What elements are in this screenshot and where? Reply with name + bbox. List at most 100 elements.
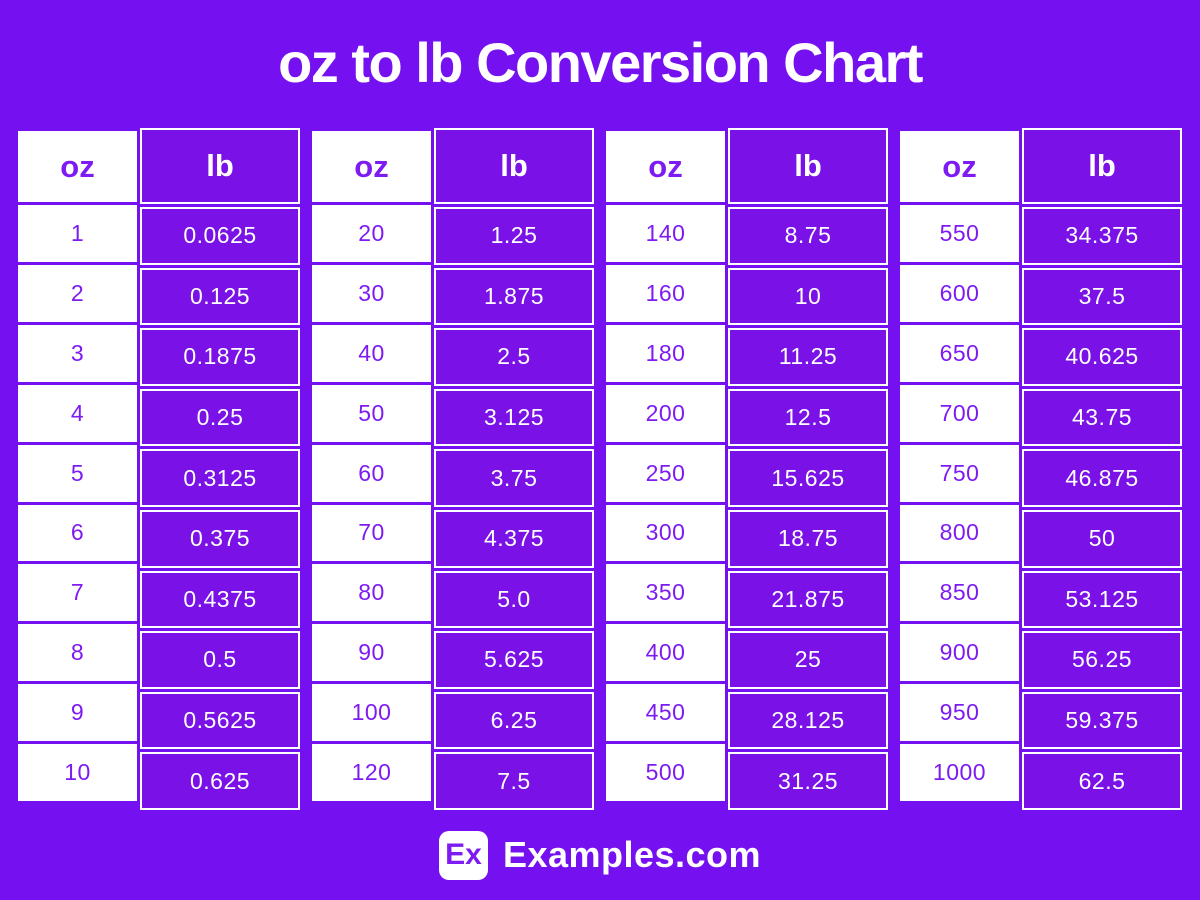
lb-value-cell: 0.3125 bbox=[140, 449, 300, 507]
oz-value-cell: 1 bbox=[18, 205, 137, 262]
oz-header: oz bbox=[606, 131, 725, 202]
lb-value-cell: 1.25 bbox=[434, 207, 594, 265]
oz-value-cell: 250 bbox=[606, 444, 725, 502]
oz-value-cell: 600 bbox=[900, 264, 1019, 322]
lb-value-cell: 1.875 bbox=[434, 267, 594, 326]
conversion-tables: oz 1 2 3 4 5 6 7 8 9 10 lb 0.0625 0.125 0.1875 0.25 0.31… bbox=[0, 128, 1200, 810]
lb-column: lb 1.25 1.875 2.5 3.125 3.75 4.375 5.0 5.625 6.25… bbox=[434, 128, 594, 810]
conversion-table: oz 550 600 650 700 750 800 850 900 950 1000 lb 34.37… bbox=[900, 128, 1182, 810]
lb-value-cell: 5.0 bbox=[434, 570, 594, 629]
oz-value-cell: 50 bbox=[312, 384, 431, 442]
oz-value-cell: 3 bbox=[18, 324, 137, 382]
lb-value-cell: 25 bbox=[728, 631, 888, 689]
oz-column: oz 550 600 650 700 750 800 850 900 950 1000 bbox=[900, 131, 1019, 802]
oz-value-cell: 180 bbox=[606, 324, 725, 382]
conversion-table: oz 20 30 40 50 60 70 80 90 100 120 lb 1.25 1.875 2.5 3.… bbox=[312, 128, 594, 810]
lb-value-cell: 15.625 bbox=[728, 449, 888, 507]
oz-value-cell: 550 bbox=[900, 205, 1019, 262]
lb-value-cell: 34.375 bbox=[1022, 207, 1182, 265]
examples-logo-icon: Ex bbox=[438, 830, 488, 880]
lb-value-cell: 50 bbox=[1022, 509, 1182, 568]
lb-value-cell: 5.625 bbox=[434, 631, 594, 689]
lb-column: lb 0.0625 0.125 0.1875 0.25 0.3125 0.375 0.4375… bbox=[140, 128, 300, 810]
lb-header: lb bbox=[1022, 128, 1182, 204]
lb-value-cell: 46.875 bbox=[1022, 449, 1182, 507]
oz-value-cell: 850 bbox=[900, 564, 1019, 622]
lb-value-cell: 8.75 bbox=[728, 207, 888, 265]
lb-column: lb 34.375 37.5 40.625 43.75 46.875 50 53.125 56.… bbox=[1022, 128, 1182, 810]
oz-value-cell: 8 bbox=[18, 624, 137, 682]
lb-value-cell: 0.5 bbox=[140, 631, 300, 689]
oz-column: oz 20 30 40 50 60 70 80 90 100 120 bbox=[312, 131, 431, 802]
lb-value-cell: 0.4375 bbox=[140, 570, 300, 629]
lb-value-cell: 3.125 bbox=[434, 388, 594, 447]
oz-value-cell: 30 bbox=[312, 264, 431, 322]
lb-value-cell: 0.5625 bbox=[140, 691, 300, 750]
oz-value-cell: 120 bbox=[312, 744, 431, 802]
oz-value-cell: 200 bbox=[606, 384, 725, 442]
lb-value-cell: 0.125 bbox=[140, 267, 300, 326]
lb-value-cell: 12.5 bbox=[728, 388, 888, 447]
conversion-table: oz 140 160 180 200 250 300 350 400 450 500 lb 8.75 10… bbox=[606, 128, 888, 810]
lb-value-cell: 28.125 bbox=[728, 691, 888, 750]
lb-header: lb bbox=[434, 128, 594, 204]
lb-value-cell: 59.375 bbox=[1022, 691, 1182, 750]
oz-value-cell: 100 bbox=[312, 684, 431, 742]
lb-value-cell: 0.1875 bbox=[140, 328, 300, 386]
oz-value-cell: 650 bbox=[900, 324, 1019, 382]
oz-value-cell: 950 bbox=[900, 684, 1019, 742]
oz-column: oz 140 160 180 200 250 300 350 400 450 500 bbox=[606, 131, 725, 802]
page-title: oz to lb Conversion Chart bbox=[278, 31, 923, 94]
lb-value-cell: 0.25 bbox=[140, 388, 300, 447]
lb-value-cell: 56.25 bbox=[1022, 631, 1182, 689]
oz-value-cell: 60 bbox=[312, 444, 431, 502]
lb-value-cell: 4.375 bbox=[434, 509, 594, 568]
logo-text: Ex bbox=[445, 838, 482, 871]
lb-value-cell: 21.875 bbox=[728, 570, 888, 629]
lb-value-cell: 2.5 bbox=[434, 328, 594, 386]
oz-value-cell: 300 bbox=[606, 504, 725, 562]
oz-value-cell: 5 bbox=[18, 444, 137, 502]
lb-value-cell: 37.5 bbox=[1022, 267, 1182, 326]
conversion-table: oz 1 2 3 4 5 6 7 8 9 10 lb 0.0625 0.125 0.1875 0.25 0.31… bbox=[18, 128, 300, 810]
oz-value-cell: 4 bbox=[18, 384, 137, 442]
lb-value-cell: 0.0625 bbox=[140, 207, 300, 265]
lb-value-cell: 6.25 bbox=[434, 691, 594, 750]
oz-value-cell: 2 bbox=[18, 264, 137, 322]
oz-value-cell: 800 bbox=[900, 504, 1019, 562]
oz-value-cell: 6 bbox=[18, 504, 137, 562]
lb-value-cell: 53.125 bbox=[1022, 570, 1182, 629]
oz-column: oz 1 2 3 4 5 6 7 8 9 10 bbox=[18, 131, 137, 802]
oz-value-cell: 9 bbox=[18, 684, 137, 742]
lb-value-cell: 3.75 bbox=[434, 449, 594, 507]
oz-value-cell: 400 bbox=[606, 624, 725, 682]
oz-value-cell: 70 bbox=[312, 504, 431, 562]
lb-value-cell: 11.25 bbox=[728, 328, 888, 386]
oz-value-cell: 500 bbox=[606, 744, 725, 802]
oz-value-cell: 1000 bbox=[900, 744, 1019, 802]
lb-value-cell: 10 bbox=[728, 267, 888, 326]
footer-brand: Ex Examples.com bbox=[0, 810, 1200, 900]
lb-value-cell: 31.25 bbox=[728, 752, 888, 810]
lb-value-cell: 62.5 bbox=[1022, 752, 1182, 810]
oz-value-cell: 140 bbox=[606, 205, 725, 262]
oz-value-cell: 160 bbox=[606, 264, 725, 322]
oz-value-cell: 350 bbox=[606, 564, 725, 622]
oz-header: oz bbox=[900, 131, 1019, 202]
oz-header: oz bbox=[18, 131, 137, 202]
oz-header: oz bbox=[312, 131, 431, 202]
lb-column: lb 8.75 10 11.25 12.5 15.625 18.75 21.875 25 28.1… bbox=[728, 128, 888, 810]
lb-value-cell: 43.75 bbox=[1022, 388, 1182, 447]
lb-value-cell: 18.75 bbox=[728, 509, 888, 568]
oz-value-cell: 10 bbox=[18, 744, 137, 802]
oz-value-cell: 20 bbox=[312, 205, 431, 262]
oz-value-cell: 7 bbox=[18, 564, 137, 622]
lb-value-cell: 0.625 bbox=[140, 752, 300, 810]
lb-header: lb bbox=[728, 128, 888, 204]
brand-name: Examples.com bbox=[502, 834, 762, 875]
oz-value-cell: 40 bbox=[312, 324, 431, 382]
lb-header: lb bbox=[140, 128, 300, 204]
lb-value-cell: 7.5 bbox=[434, 752, 594, 810]
oz-value-cell: 80 bbox=[312, 564, 431, 622]
